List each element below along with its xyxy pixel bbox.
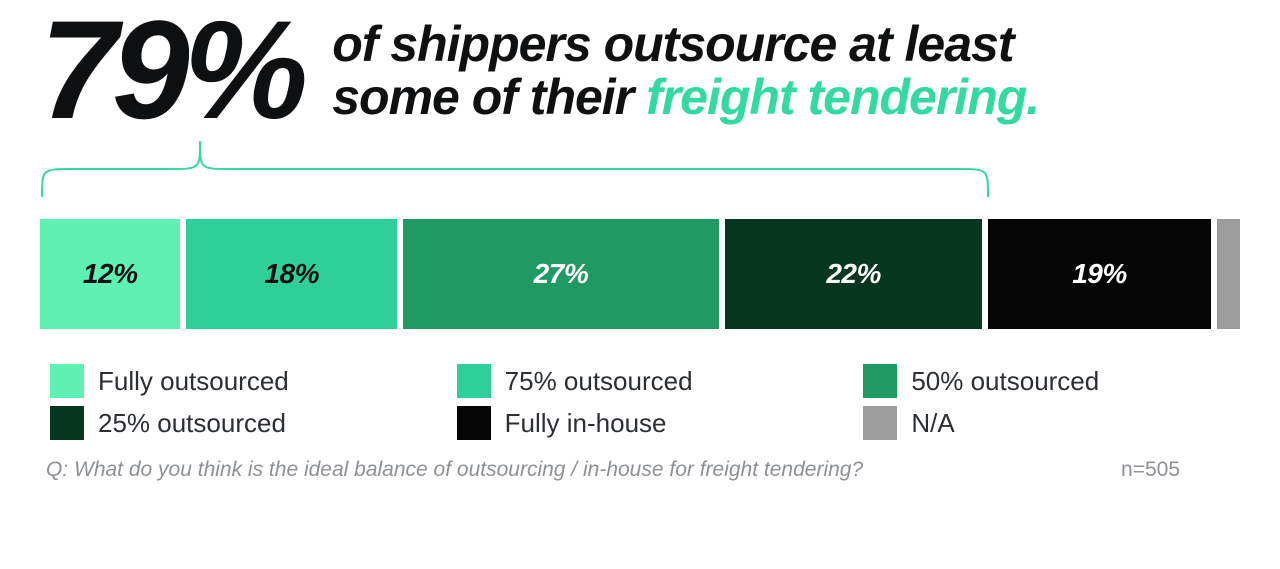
legend-swatch [457,364,491,398]
legend-swatch [50,364,84,398]
headline: 79% of shippers outsource at least some … [40,10,1240,129]
legend-item: 25% outsourced [50,406,427,440]
legend-item: 75% outsourced [457,364,834,398]
headline-line2-prefix: some of their [332,69,646,125]
stacked-bar: 12%18%27%22%19% [40,219,1240,329]
bar-segment-75_outsourced: 18% [186,219,397,329]
headline-line2-accent: freight tendering. [646,69,1039,125]
legend-swatch [50,406,84,440]
sample-size: n=505 [1121,458,1180,482]
bracket [40,139,1240,199]
survey-question: Q: What do you think is the ideal balanc… [46,458,863,482]
headline-line1: of shippers outsource at least [332,16,1013,72]
bar-segment-na [1217,219,1240,329]
legend-label: 25% outsourced [98,408,286,439]
legend-swatch [863,364,897,398]
bar-segment-25_outsourced: 22% [725,219,982,329]
headline-text: of shippers outsource at least some of t… [332,10,1039,123]
legend: Fully outsourced 75% outsourced 50% outsou… [40,364,1240,440]
legend-label: N/A [911,408,954,439]
legend-item: N/A [863,406,1240,440]
bar-segment-50_outsourced: 27% [403,219,719,329]
legend-item: 50% outsourced [863,364,1240,398]
legend-swatch [863,406,897,440]
legend-swatch [457,406,491,440]
legend-item: Fully outsourced [50,364,427,398]
bracket-svg [40,139,1240,199]
legend-label: Fully in-house [505,408,667,439]
bar-segment-fully_outsourced: 12% [40,219,180,329]
headline-percent: 79% [40,10,302,129]
legend-label: 50% outsourced [911,366,1099,397]
legend-item: Fully in-house [457,406,834,440]
bar-segment-fully_in_house: 19% [988,219,1210,329]
legend-label: 75% outsourced [505,366,693,397]
footer-row: Q: What do you think is the ideal balanc… [40,458,1240,482]
legend-label: Fully outsourced [98,366,289,397]
